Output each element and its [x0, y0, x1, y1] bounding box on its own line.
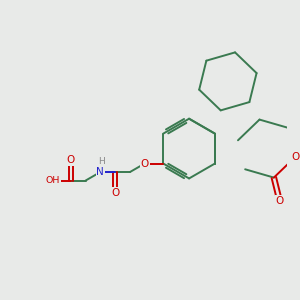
Text: O: O — [275, 196, 284, 206]
Text: OH: OH — [45, 176, 60, 185]
Text: O: O — [141, 158, 149, 169]
Text: N: N — [97, 167, 104, 177]
Text: O: O — [291, 152, 299, 162]
Text: O: O — [67, 155, 75, 165]
Text: O: O — [111, 188, 119, 198]
Text: H: H — [98, 157, 105, 166]
